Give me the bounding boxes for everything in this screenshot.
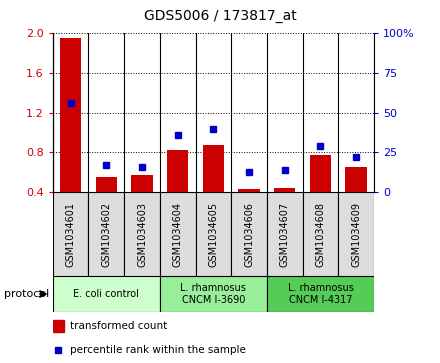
- Text: transformed count: transformed count: [70, 321, 168, 331]
- Bar: [195, 192, 231, 276]
- Bar: [267, 276, 374, 312]
- Bar: [303, 192, 338, 276]
- Bar: [338, 192, 374, 276]
- Bar: [345, 167, 367, 192]
- Text: GSM1034603: GSM1034603: [137, 201, 147, 267]
- Text: GSM1034605: GSM1034605: [209, 201, 218, 267]
- Bar: [167, 150, 188, 192]
- Text: L. rhamnosus
CNCM I-3690: L. rhamnosus CNCM I-3690: [180, 283, 246, 305]
- Bar: [53, 320, 64, 333]
- Bar: [88, 192, 124, 276]
- Bar: [124, 192, 160, 276]
- Text: GSM1034606: GSM1034606: [244, 201, 254, 267]
- Bar: [160, 276, 267, 312]
- Text: GSM1034602: GSM1034602: [101, 201, 111, 267]
- Text: GSM1034608: GSM1034608: [315, 201, 326, 267]
- Bar: [131, 175, 153, 192]
- Text: L. rhamnosus
CNCM I-4317: L. rhamnosus CNCM I-4317: [287, 283, 353, 305]
- Bar: [160, 192, 195, 276]
- Text: GSM1034609: GSM1034609: [351, 201, 361, 267]
- Text: GSM1034604: GSM1034604: [173, 201, 183, 267]
- Bar: [53, 192, 88, 276]
- Bar: [267, 192, 303, 276]
- Bar: [231, 192, 267, 276]
- Bar: [310, 155, 331, 192]
- Bar: [274, 188, 296, 192]
- Bar: [238, 189, 260, 192]
- Text: GSM1034601: GSM1034601: [66, 201, 76, 267]
- Text: protocol: protocol: [4, 289, 50, 299]
- Bar: [95, 178, 117, 192]
- Bar: [53, 276, 160, 312]
- Bar: [60, 38, 81, 192]
- Text: GDS5006 / 173817_at: GDS5006 / 173817_at: [143, 9, 297, 23]
- Bar: [203, 146, 224, 192]
- Text: GSM1034607: GSM1034607: [280, 201, 290, 267]
- Text: percentile rank within the sample: percentile rank within the sample: [70, 345, 246, 355]
- Text: E. coli control: E. coli control: [73, 289, 139, 299]
